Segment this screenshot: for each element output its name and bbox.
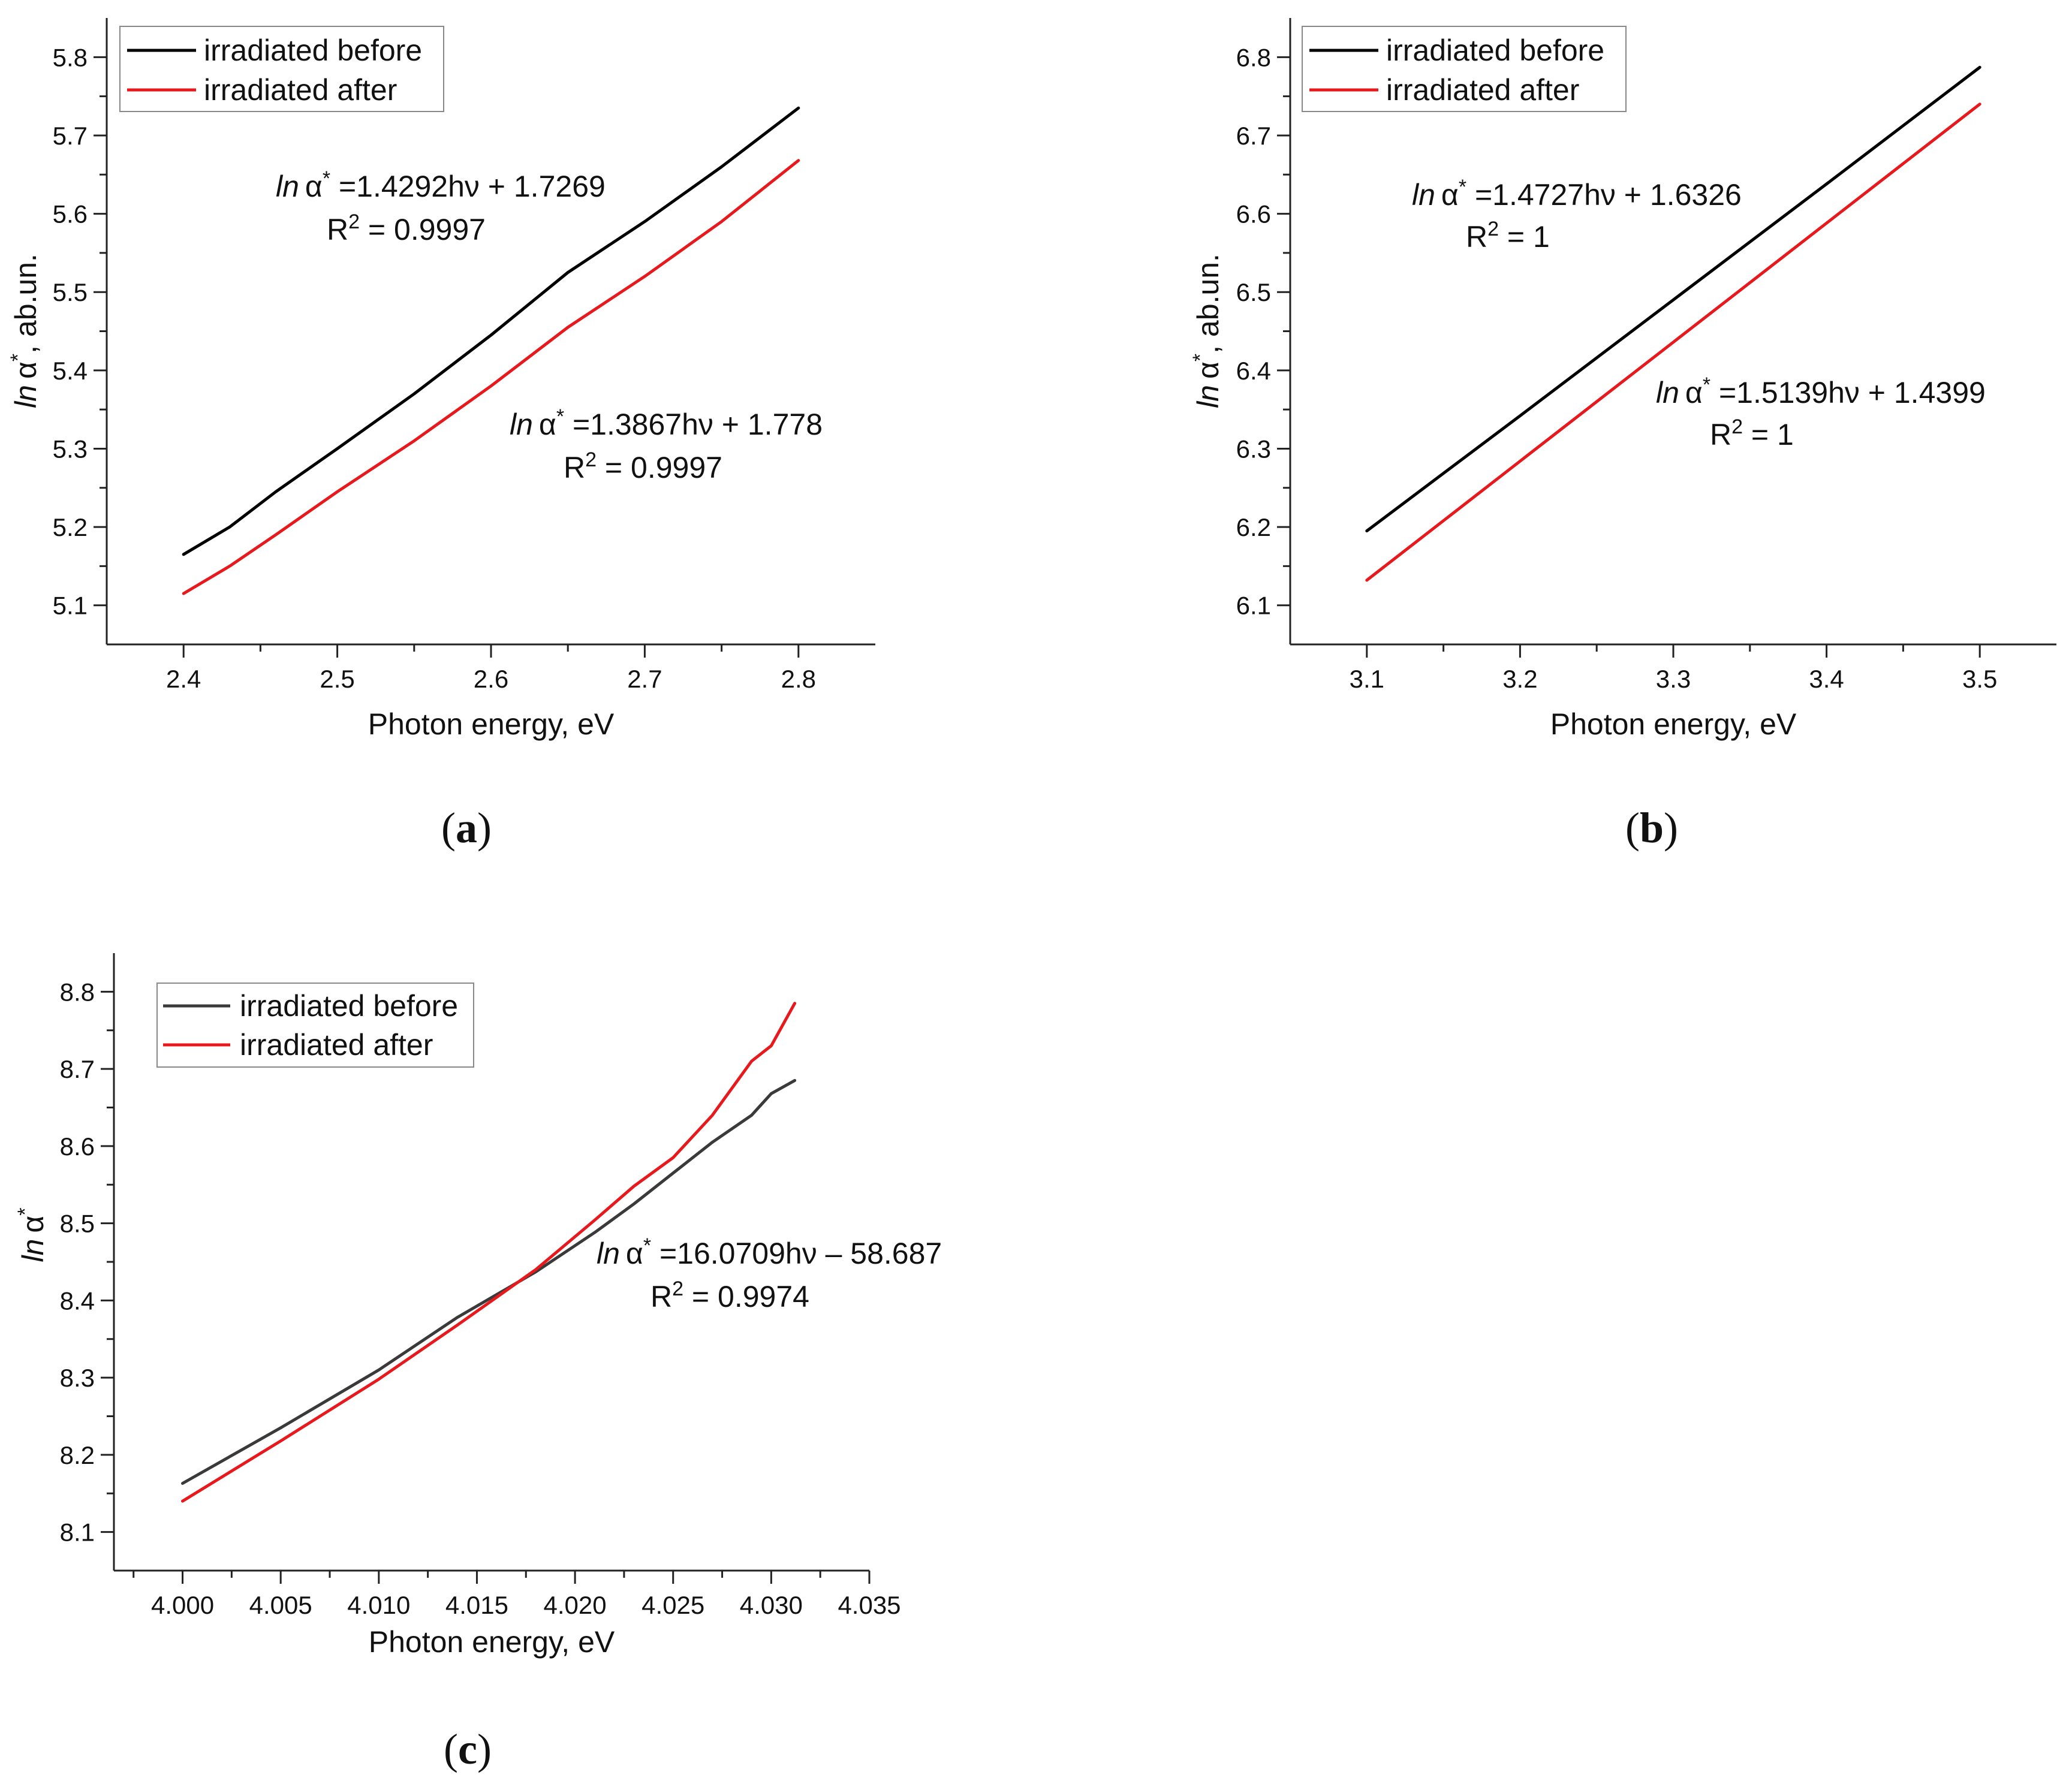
- series-lines: [1365, 65, 1981, 582]
- y-tick-label: 6.3: [1236, 435, 1271, 463]
- y-tick-label: 8.7: [60, 1055, 95, 1083]
- series-line-irradiated-after: [1365, 103, 1981, 582]
- y-tick-label: 8.6: [60, 1132, 95, 1161]
- fit-r2-before: R2 = 1: [1466, 218, 1550, 254]
- series-line-irradiated-before: [182, 106, 800, 556]
- y-tick-label: 6.2: [1236, 513, 1271, 541]
- x-axis-label: Photon energy, eV: [368, 707, 615, 741]
- y-tick-label: 6.5: [1236, 278, 1271, 306]
- fit-equation-after: ln α* =1.3867hν + 1.778: [510, 405, 823, 441]
- x-axis-label: Photon energy, eV: [369, 1625, 615, 1659]
- y-tick-label: 5.4: [53, 357, 88, 385]
- fit-r2: R2 = 0.9974: [650, 1277, 809, 1313]
- y-axis-label: lnα*, ab.un.: [7, 254, 43, 408]
- fit-r2-before: R2 = 0.9997: [327, 210, 486, 246]
- series-line-irradiated-after: [182, 159, 800, 595]
- y-tick-label: 5.6: [53, 200, 88, 228]
- alpha-symbol: α: [1191, 361, 1225, 379]
- chart-panel-c: 4.000 4.005 4.010 4.015 4.020 4.025 4.030 4.035…: [14, 953, 942, 1773]
- x-tick-label: 4.030: [740, 1591, 803, 1619]
- y-tick-label: 5.8: [53, 43, 88, 71]
- x-tick-label: 4.000: [151, 1591, 214, 1619]
- y-tick-label: 8.3: [60, 1364, 95, 1392]
- ticks: [94, 56, 800, 658]
- y-axis-label: lnα*: [14, 1207, 50, 1262]
- y-tick-label: 8.5: [60, 1210, 95, 1238]
- y-tick-label: 6.7: [1236, 122, 1271, 150]
- x-tick-label: 4.015: [445, 1591, 508, 1619]
- x-tick-label: 4.020: [544, 1591, 607, 1619]
- y-tick-label: 8.2: [60, 1441, 95, 1469]
- ticks: [1277, 56, 1981, 658]
- ticks: [101, 990, 871, 1584]
- fit-r2-after: R2 = 0.9997: [564, 448, 722, 484]
- y-tick-label: 5.2: [53, 513, 88, 541]
- y-tick-label: 8.1: [60, 1518, 95, 1547]
- tick-labels: 2.4 2.5 2.6 2.7 2.8 5.1 5.2 5.3 5.4 5.5 5.6 5.7 5.8: [53, 43, 816, 693]
- fit-r2-after: R2 = 1: [1710, 415, 1794, 451]
- x-tick-label: 3.2: [1502, 665, 1537, 693]
- panel-caption-b: (b): [1625, 804, 1678, 852]
- y-tick-label: 6.8: [1236, 43, 1271, 71]
- x-axis-label: Photon energy, eV: [1550, 707, 1797, 741]
- x-tick-label: 3.1: [1350, 665, 1384, 693]
- alpha-symbol: α: [16, 1216, 50, 1233]
- tick-labels: 4.000 4.005 4.010 4.015 4.020 4.025 4.030 4.035…: [60, 978, 901, 1619]
- fit-equation-after: ln α* =1.5139hν + 1.4399: [1656, 373, 1986, 409]
- y-tick-label: 5.5: [53, 278, 88, 306]
- x-tick-label: 3.4: [1809, 665, 1844, 693]
- chart-panel-b: 3.1 3.2 3.3 3.4 3.56.16.26.36.46.56.66.76.8 …: [1189, 18, 2056, 852]
- legend-label-after: irradiated after: [240, 1028, 433, 1062]
- x-tick-label: 2.6: [474, 665, 508, 693]
- y-tick-label: 5.3: [53, 435, 88, 463]
- y-tick-label: 8.8: [60, 978, 95, 1006]
- y-tick-label: 6.6: [1236, 200, 1271, 228]
- legend: irradiated before irradiated after: [119, 26, 444, 112]
- panel-caption-c: (c): [444, 1725, 492, 1773]
- legend-label-before: irradiated before: [204, 34, 422, 67]
- series-line-irradiated-after: [181, 1002, 797, 1503]
- legend: irradiated before irradiated after: [1302, 26, 1627, 112]
- x-tick-label: 2.7: [627, 665, 662, 693]
- x-tick-label: 2.5: [320, 665, 354, 693]
- series-lines: [182, 106, 800, 595]
- legend-box: [156, 983, 474, 1068]
- x-tick-label: 3.5: [1962, 665, 1997, 693]
- x-tick-label: 2.8: [781, 665, 816, 693]
- legend-label-after: irradiated after: [204, 73, 397, 107]
- y-tick-label: 5.1: [53, 592, 88, 620]
- legend-label-before: irradiated before: [1386, 34, 1604, 67]
- y-tick-label: 5.7: [53, 122, 88, 150]
- fit-equation: ln α* =16.0709hν – 58.687: [597, 1234, 942, 1270]
- series-lines: [181, 1002, 797, 1503]
- x-tick-label: 2.4: [166, 665, 201, 693]
- x-tick-label: 3.3: [1656, 665, 1691, 693]
- series-line-irradiated-before: [181, 1078, 797, 1485]
- panel-caption-a: (a): [441, 804, 492, 852]
- y-axis-label: lnα*, ab.un.: [1189, 254, 1225, 408]
- legend: irradiated before irradiated after: [156, 983, 474, 1068]
- fit-equation-before: ln α* =1.4292hν + 1.7269: [276, 167, 606, 203]
- alpha-symbol: α: [9, 361, 43, 379]
- x-tick-label: 4.010: [347, 1591, 410, 1619]
- x-tick-label: 4.035: [838, 1591, 901, 1619]
- series-line-irradiated-before: [1365, 65, 1981, 533]
- x-tick-label: 4.025: [642, 1591, 704, 1619]
- legend-label-after: irradiated after: [1386, 73, 1579, 107]
- y-tick-label: 8.4: [60, 1286, 95, 1315]
- tick-labels: 3.1 3.2 3.3 3.4 3.5 6.1 6.2 6.3 6.4 6.5 6.6 6.7 6.8: [1236, 43, 1998, 693]
- x-tick-label: 4.005: [249, 1591, 312, 1619]
- legend-label-before: irradiated before: [240, 989, 458, 1023]
- fit-equation-before: ln α* =1.4727hν + 1.6326: [1412, 176, 1742, 212]
- legend-box: [1302, 26, 1627, 112]
- y-tick-label: 6.4: [1236, 357, 1271, 385]
- legend-box: [119, 26, 444, 112]
- y-tick-label: 6.1: [1236, 592, 1271, 620]
- chart-panel-a: 2.4 2.5 2.6 2.7 2.85.15.25.35.45.55.65.75.8 …: [7, 18, 875, 852]
